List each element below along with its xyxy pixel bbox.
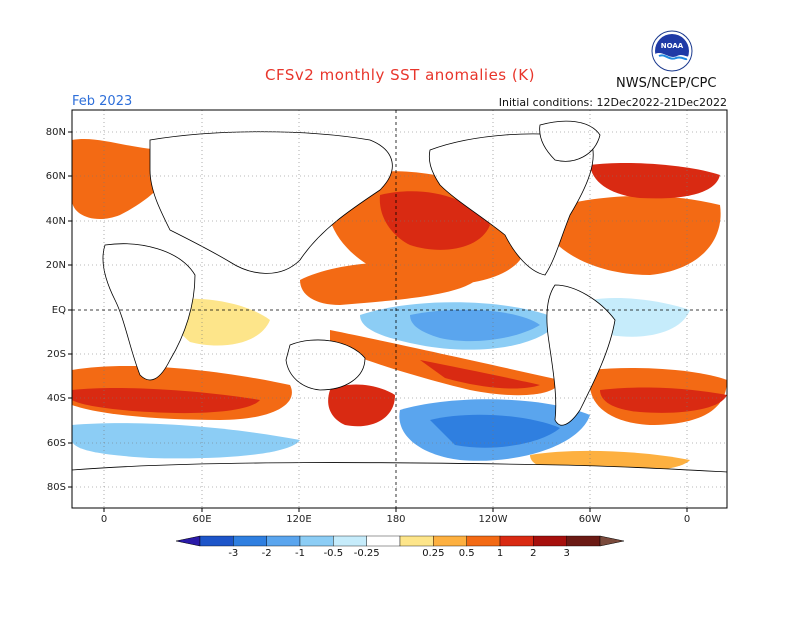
- colorbar-arrow-high: [599, 535, 625, 547]
- noaa-logo: NOAA: [651, 30, 693, 72]
- lat-label: 40S: [47, 393, 66, 404]
- logo-text: NOAA: [661, 42, 684, 50]
- colorbar-cell: [266, 535, 301, 547]
- sw-pacific-warm: [328, 384, 395, 427]
- south-america: [546, 284, 616, 426]
- colorbar-label: -1: [295, 548, 305, 559]
- anomaly-field: [72, 138, 727, 474]
- north-pacific-hot: [379, 191, 490, 250]
- southern-pacific-cooler: [430, 414, 560, 448]
- tropical-atlantic-mixed: [589, 298, 690, 337]
- south-pacific-hot: [420, 360, 540, 389]
- map-title: CFSv2 monthly SST anomalies (K): [265, 66, 535, 84]
- lon-label: 120E: [286, 514, 311, 525]
- initial-conditions: Initial conditions: 12Dec2022-21Dec2022: [498, 96, 727, 109]
- colorbar-cell: [499, 535, 534, 547]
- map-frame: [71, 109, 728, 509]
- colorbar-cell: [466, 535, 501, 547]
- colorbar: -3 -2 -1 -0.5 -0.25 0.25 0.5 1 2 3: [175, 535, 625, 559]
- colorbar-label: -0.25: [354, 548, 380, 559]
- eurasia: [149, 131, 393, 274]
- lon-label: 0: [684, 514, 690, 525]
- lon-label: 0: [101, 514, 107, 525]
- colorbar-label: -2: [262, 548, 272, 559]
- lat-axis: 80N 60N 40N 20N EQ 20S 40S 60S 80S: [46, 127, 72, 493]
- lat-label: EQ: [52, 305, 66, 316]
- australia: [285, 339, 366, 391]
- lon-label: 120W: [479, 514, 508, 525]
- lat-label: 40N: [46, 216, 66, 227]
- colorbar-label: 1: [497, 548, 503, 559]
- lat-label: 80N: [46, 127, 66, 138]
- equatorial-pacific-cooler: [410, 309, 540, 342]
- lat-label: 20N: [46, 260, 66, 271]
- continents: [72, 120, 727, 508]
- colorbar-arrow-low: [175, 535, 201, 547]
- north-atlantic-warm: [545, 195, 721, 275]
- lon-label: 60E: [192, 514, 211, 525]
- colorbar-cell: [566, 535, 601, 547]
- forecast-month: Feb 2023: [72, 94, 133, 109]
- colorbar-cell: [366, 535, 401, 547]
- antarctica: [72, 462, 727, 508]
- north-atlantic-hot: [590, 163, 720, 199]
- colorbar-label: 0.25: [422, 548, 444, 559]
- reference-lines: [72, 110, 727, 508]
- south-atlantic-indian-hot: [72, 388, 260, 414]
- colorbar-label: 0.5: [459, 548, 475, 559]
- colorbar-cell: [199, 535, 234, 547]
- southern-indian-cool: [72, 423, 300, 459]
- colorbar-label: -0.5: [324, 548, 344, 559]
- indian-ocean-mixed: [169, 298, 270, 346]
- lat-label: 60S: [47, 438, 66, 449]
- greenland: [539, 120, 601, 162]
- lon-axis: 0 60E 120E 180 120W 60W 0: [101, 508, 690, 525]
- lat-label: 20S: [47, 349, 66, 360]
- lon-label: 180: [386, 514, 405, 525]
- west-pacific-warm: [300, 262, 480, 305]
- south-atlantic-hot-east: [600, 387, 727, 413]
- agency-label: NWS/NCEP/CPC: [616, 76, 717, 91]
- colorbar-cell: [233, 535, 267, 547]
- colorbar-cell: [433, 535, 467, 547]
- colorbar-cell: [333, 535, 367, 547]
- colorbar-label: 3: [563, 548, 569, 559]
- colorbar-cell: [533, 535, 567, 547]
- colorbar-label: 2: [530, 548, 536, 559]
- colorbar-cell: [399, 535, 434, 547]
- ne-atlantic-warm: [72, 138, 172, 220]
- lon-label: 60W: [579, 514, 602, 525]
- lat-label: 80S: [47, 482, 66, 493]
- colorbar-cell: [299, 535, 334, 547]
- africa: [102, 243, 196, 381]
- lat-label: 60N: [46, 171, 66, 182]
- colorbar-label: -3: [228, 548, 238, 559]
